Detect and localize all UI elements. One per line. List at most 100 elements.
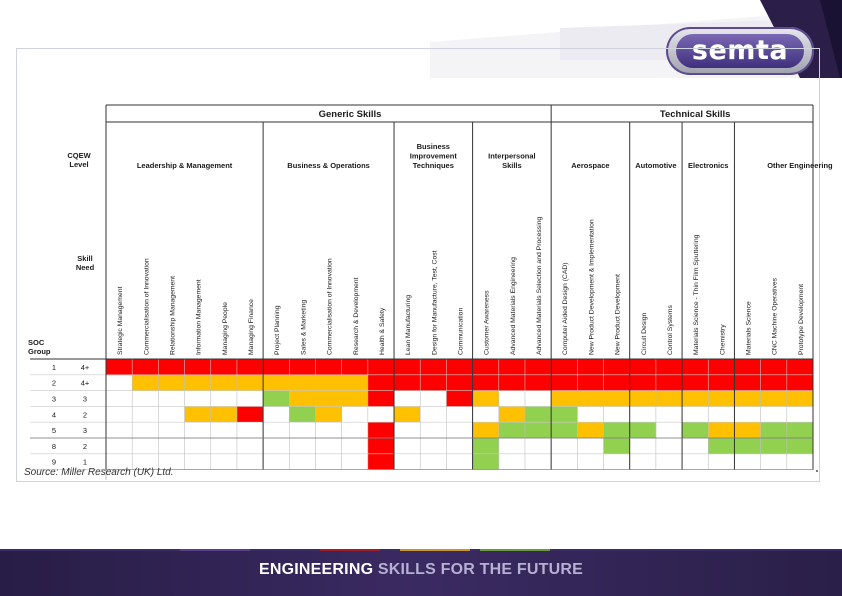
cqew-label: Level bbox=[69, 160, 88, 169]
matrix-cell bbox=[603, 438, 631, 455]
matrix-cell bbox=[682, 374, 709, 391]
matrix-cell bbox=[655, 359, 683, 376]
matrix-cell bbox=[734, 438, 761, 455]
matrix-cell bbox=[524, 359, 552, 376]
matrix-cell bbox=[472, 390, 500, 407]
matrix-cell bbox=[524, 422, 552, 439]
matrix-cell bbox=[446, 374, 473, 391]
tagline-bold: ENGINEERING bbox=[259, 561, 374, 578]
matrix-cell bbox=[629, 390, 657, 407]
skill-column-label: New Product Development bbox=[615, 274, 622, 355]
matrix-cell bbox=[472, 438, 500, 455]
footer-stripe-segment bbox=[400, 549, 470, 551]
matrix-cell bbox=[289, 406, 316, 423]
matrix-cell bbox=[551, 390, 578, 407]
matrix-cell bbox=[551, 359, 578, 376]
skill-column-label: Advanced Materials Engineering bbox=[510, 257, 517, 355]
matrix-cell bbox=[577, 422, 604, 439]
matrix-cell bbox=[734, 359, 761, 376]
matrix-cell bbox=[498, 359, 526, 376]
matrix-cell bbox=[708, 422, 735, 439]
skill-column-label: Health & Safety bbox=[379, 307, 386, 355]
cqew-level-value: 2 bbox=[83, 410, 87, 419]
matrix-cell bbox=[315, 406, 342, 423]
matrix-cell bbox=[786, 390, 814, 407]
matrix-cell bbox=[682, 422, 709, 439]
matrix-cell bbox=[341, 359, 369, 376]
matrix-cell bbox=[132, 374, 159, 391]
matrix-cell bbox=[760, 422, 788, 439]
matrix-cell bbox=[629, 359, 657, 376]
skill-column-label: Materials Science - Thin Film Sputtering bbox=[693, 234, 700, 355]
matrix-cell bbox=[708, 438, 735, 455]
matrix-cell bbox=[472, 453, 500, 470]
soc-group-value: 9 bbox=[52, 458, 56, 467]
skill-column-label: Managing Finance bbox=[248, 299, 255, 355]
matrix-cell bbox=[367, 438, 395, 455]
skill-column-label: Computer Aided Design (CAD) bbox=[562, 262, 569, 355]
skill-column-label: New Product Development & Implementation bbox=[588, 219, 595, 355]
matrix-cell bbox=[315, 374, 342, 391]
tagline-rest: SKILLS FOR THE FUTURE bbox=[373, 561, 583, 578]
matrix-cell bbox=[786, 438, 814, 455]
matrix-cell bbox=[498, 374, 526, 391]
cqew-level-value: 4+ bbox=[81, 363, 90, 372]
matrix-cell bbox=[367, 374, 395, 391]
matrix-cell bbox=[289, 374, 316, 391]
matrix-cell bbox=[655, 390, 683, 407]
slide-frame bbox=[16, 48, 820, 482]
group-label: Interpersonal bbox=[488, 152, 536, 161]
skill-column-label: Customer Awareness bbox=[484, 290, 491, 355]
group-label: Other Engineering bbox=[767, 161, 833, 170]
matrix-cell bbox=[760, 438, 788, 455]
group-label: Improvement bbox=[410, 152, 458, 161]
matrix-cell bbox=[577, 390, 604, 407]
cqew-level-value: 3 bbox=[83, 426, 87, 435]
matrix-cell bbox=[236, 359, 264, 376]
matrix-cell bbox=[786, 359, 814, 376]
footer-stripe-segment bbox=[180, 549, 250, 551]
skill-column-label: Sales & Marketing bbox=[300, 300, 307, 355]
matrix-cell bbox=[446, 359, 473, 376]
soc-group-value: 4 bbox=[52, 410, 56, 419]
skill-column-label: Commercialisation of Innovation bbox=[143, 258, 150, 355]
matrix-cell bbox=[498, 406, 526, 423]
skill-need-label: Need bbox=[76, 263, 95, 272]
matrix-cell bbox=[263, 359, 290, 376]
skill-column-label: Strategic Management bbox=[117, 287, 124, 355]
soc-label: SOC bbox=[28, 338, 45, 347]
matrix-cell bbox=[420, 359, 447, 376]
matrix-cell bbox=[132, 359, 159, 376]
matrix-cell bbox=[760, 390, 788, 407]
cqew-level-value: 1 bbox=[83, 458, 87, 467]
group-label: Skills bbox=[502, 161, 522, 170]
matrix-cell bbox=[551, 406, 578, 423]
matrix-cell bbox=[210, 359, 238, 376]
matrix-cell bbox=[210, 374, 238, 391]
matrix-cell bbox=[158, 359, 185, 376]
matrix-cell bbox=[315, 390, 342, 407]
skill-column-label: Commercialisation of Innovation bbox=[327, 258, 334, 355]
matrix-cell bbox=[289, 390, 316, 407]
source-note: Source: Miller Research (UK) Ltd. bbox=[24, 467, 174, 478]
group-label: Electronics bbox=[688, 161, 728, 170]
skill-column-label: Design for Manufacture, Test, Cost bbox=[431, 250, 438, 355]
skill-column-label: Research & Development bbox=[353, 277, 360, 355]
matrix-cell bbox=[367, 453, 395, 470]
matrix-cell bbox=[603, 359, 631, 376]
matrix-cell bbox=[524, 374, 552, 391]
skill-column-label: Materials Science bbox=[746, 301, 753, 355]
matrix-cell bbox=[603, 390, 631, 407]
matrix-cell bbox=[708, 359, 735, 376]
matrix-cell bbox=[184, 406, 212, 423]
matrix-cell bbox=[367, 390, 395, 407]
logo-text: semta bbox=[676, 34, 804, 68]
skill-column-label: Circuit Design bbox=[641, 312, 648, 355]
matrix-cell bbox=[341, 374, 369, 391]
skill-column-label: Advanced Materials Selection and Process… bbox=[536, 216, 543, 355]
group-label: Techniques bbox=[413, 161, 454, 170]
skill-column-label: Chemistry bbox=[719, 324, 726, 355]
soc-group-value: 5 bbox=[52, 426, 56, 435]
matrix-cell bbox=[629, 374, 657, 391]
